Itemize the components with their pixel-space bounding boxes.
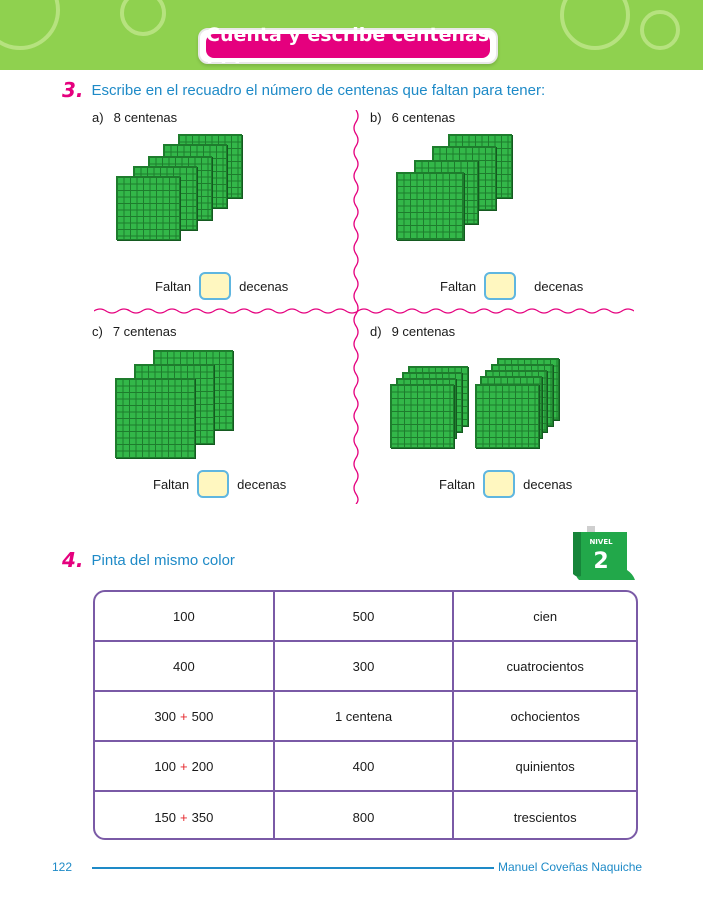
table-cell[interactable]: 100	[95, 592, 275, 640]
exercise-label-a: a) 8 centenas	[92, 110, 178, 125]
author-name: Manuel Coveñas Naquiche	[498, 860, 643, 874]
question-instruction: Pinta del mismo color	[91, 551, 235, 569]
exercise-label-c: c) 7 centenas	[92, 324, 177, 339]
answer-box-a[interactable]	[199, 272, 232, 300]
table-row: 400 300 cuatrocientos	[95, 642, 636, 692]
table-cell[interactable]: 100 +200	[95, 742, 275, 790]
table-cell[interactable]: 500	[275, 592, 455, 640]
nivel-word: NIVEL	[589, 538, 613, 546]
table-cell[interactable]: 300	[275, 642, 455, 690]
answer-row-d: Faltan decenas	[439, 470, 572, 498]
answer-box-d[interactable]	[483, 470, 516, 498]
horizontal-divider	[94, 308, 634, 314]
question-number: 3.	[62, 78, 84, 102]
question-3-heading: 3. Escribe en el recuadro el número de c…	[62, 78, 545, 102]
nivel-number: 2	[593, 549, 608, 574]
question-instruction: Escribe en el recuadro el número de cent…	[91, 81, 546, 99]
table-cell[interactable]: trescientos	[513, 809, 577, 825]
table-cell[interactable]: ochocientos	[510, 708, 580, 724]
page-number: 122	[52, 860, 73, 874]
faltan-label: Faltan	[153, 476, 190, 492]
decenas-label: decenas	[237, 476, 287, 492]
answer-box-c[interactable]	[197, 470, 230, 498]
decor-circle	[560, 0, 630, 50]
decor-circle	[0, 0, 60, 50]
table-cell[interactable]: quinientos	[515, 758, 575, 774]
faltan-label: Faltan	[440, 278, 477, 294]
exercise-label-d: d) 9 centenas	[370, 324, 456, 339]
vertical-divider	[353, 110, 359, 504]
table-cell[interactable]: cien	[533, 608, 558, 624]
decor-circle	[120, 0, 166, 36]
hundred-block	[115, 378, 195, 458]
faltan-label: Faltan	[155, 278, 192, 294]
color-match-table: 100 500 cien 400 300 cuatrocientos 300 +5…	[93, 590, 638, 840]
nivel-badge-icon: NIVEL 2	[573, 526, 635, 580]
table-row: 100 500 cien	[95, 592, 636, 642]
answer-box-b[interactable]	[484, 272, 517, 300]
footer-rule	[92, 867, 494, 869]
table-cell[interactable]: 400	[95, 642, 275, 690]
table-cell[interactable]: 300 +500	[95, 692, 275, 740]
question-4-heading: 4. Pinta del mismo color	[62, 548, 235, 572]
table-cell[interactable]: 1 centena	[275, 692, 455, 740]
table-row: 100 +200 400 quinientos	[95, 742, 636, 792]
table-cell[interactable]: 150 +350	[95, 792, 275, 838]
hundred-block	[396, 172, 464, 240]
question-number: 4.	[62, 548, 84, 572]
decor-circle	[640, 10, 680, 50]
exercise-label-b: b) 6 centenas	[370, 110, 456, 125]
answer-row-c: Faltan decenas	[153, 470, 286, 498]
hundred-block	[116, 176, 180, 240]
table-row: 300 +500 1 centena ochocientos	[95, 692, 636, 742]
answer-row-a: Faltan decenas	[155, 272, 288, 300]
table-cell[interactable]: 400	[275, 742, 455, 790]
faltan-label: Faltan	[439, 476, 476, 492]
decenas-label: decenas	[523, 476, 573, 492]
table-cell[interactable]: cuatrocientos	[506, 658, 584, 674]
table-row: 150 +350 800 trescientos	[95, 792, 636, 838]
table-cell[interactable]: 800	[275, 792, 455, 838]
answer-row-b: Faltan decenas	[440, 272, 583, 300]
decenas-label: decenas	[534, 278, 584, 294]
page-title: Cuenta y escribe centenas . . .	[206, 24, 490, 68]
title-banner: Cuenta y escribe centenas . . .	[198, 24, 498, 68]
decenas-label: decenas	[239, 278, 289, 294]
hundred-block	[475, 384, 539, 448]
hundred-block	[390, 384, 454, 448]
